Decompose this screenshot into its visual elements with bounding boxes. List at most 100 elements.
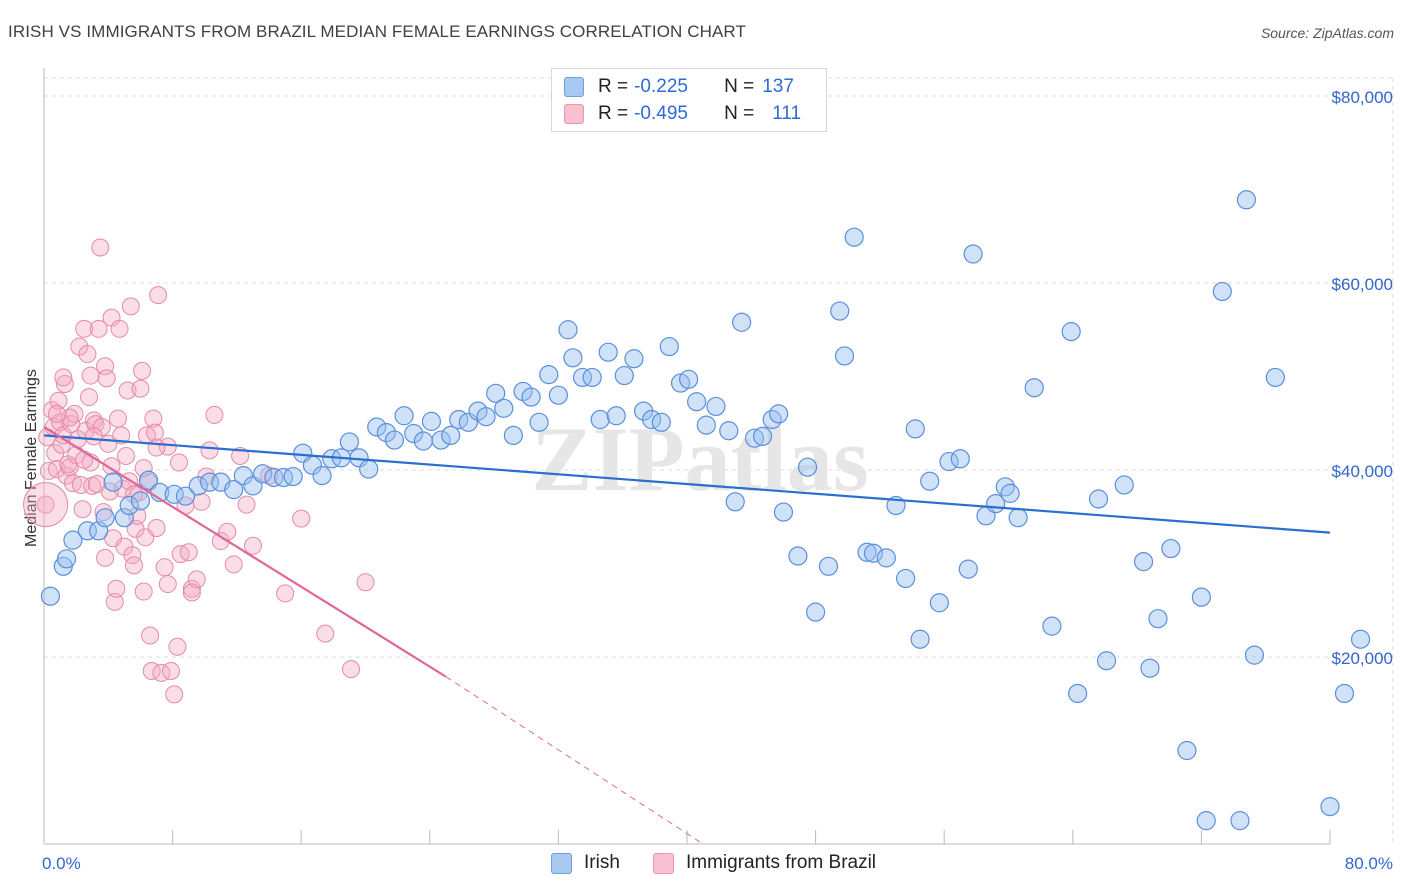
irish-point: [253, 464, 273, 484]
brazil-point: [292, 509, 311, 528]
irish-point: [1148, 609, 1168, 629]
irish-point: [1061, 322, 1081, 342]
brazil-legend-label: Immigrants from Brazil: [686, 852, 877, 873]
brazil-point: [108, 409, 127, 428]
irish-point: [413, 431, 433, 451]
legend-item-irish[interactable]: Irish: [551, 852, 620, 874]
brazil-point: [237, 495, 256, 514]
irish-point: [876, 548, 896, 568]
irish-point: [963, 244, 983, 264]
irish-point: [367, 417, 387, 437]
irish-point: [1161, 538, 1181, 559]
irish-point: [441, 425, 461, 446]
irish-point: [920, 471, 940, 491]
irish-point: [725, 492, 745, 512]
irish-r-label: R =: [598, 76, 629, 97]
irish-point: [598, 342, 618, 362]
brazil-point: [97, 369, 116, 388]
brazil-point: [89, 319, 108, 338]
irish-point: [958, 559, 978, 579]
brazil-point: [158, 575, 177, 594]
irish-point: [939, 451, 959, 472]
irish-point: [659, 336, 679, 357]
source-label: Source: ZipAtlas.com: [1260, 25, 1394, 41]
brazil-point: [342, 660, 361, 679]
irish-legend-swatch: [551, 852, 572, 874]
x-tick-label-max: 80.0%: [1345, 854, 1393, 873]
y-tick-labels: $20,000 $40,000 $60,000 $80,000: [1332, 88, 1393, 668]
brazil-point: [84, 427, 103, 446]
irish-n-value: 137: [762, 76, 794, 97]
y-tick-label: $40,000: [1332, 462, 1393, 481]
irish-point: [910, 629, 930, 649]
irish-point: [175, 486, 196, 506]
irish-point: [797, 457, 818, 477]
irish-point: [929, 593, 949, 613]
irish-point: [359, 459, 379, 479]
y-tick-label: $20,000: [1332, 649, 1393, 668]
irish-point: [1140, 658, 1160, 678]
brazil-point: [75, 319, 94, 338]
legend-row-brazil: R = -0.495 N = 111: [564, 101, 801, 127]
brazil-point: [243, 536, 262, 555]
brazil-point: [54, 368, 73, 387]
irish-point: [830, 301, 850, 321]
irish-point: [706, 396, 726, 417]
series-irish-points: [40, 190, 1371, 831]
irish-n-label: N =: [724, 76, 755, 97]
brazil-point: [356, 573, 375, 592]
irish-point: [233, 466, 253, 486]
irish-point: [732, 312, 752, 332]
legend-item-brazil[interactable]: Immigrants from Brazil: [653, 852, 876, 874]
legend-row-irish: R = -0.225 N = 137: [564, 74, 794, 100]
irish-point: [1244, 645, 1265, 665]
brazil-n-label: N =: [724, 103, 755, 124]
irish-point: [614, 365, 634, 386]
irish-point: [494, 398, 514, 418]
irish-point: [744, 428, 765, 448]
irish-point: [1191, 587, 1212, 607]
irish-point: [40, 586, 61, 606]
irish-point: [558, 320, 578, 340]
chart-title: IRISH VS IMMIGRANTS FROM BRAZIL MEDIAN F…: [8, 22, 746, 41]
brazil-point: [23, 482, 69, 528]
irish-point: [188, 476, 208, 496]
irish-point: [818, 556, 839, 576]
brazil-point: [165, 685, 184, 704]
irish-point: [719, 421, 739, 441]
irish-point: [394, 406, 414, 426]
brazil-point: [149, 286, 168, 305]
irish-point: [1000, 483, 1020, 503]
brazil-point: [81, 366, 100, 385]
brazil-point: [112, 426, 131, 445]
irish-point: [769, 404, 789, 424]
brazil-trend-extension: [445, 676, 704, 845]
irish-point: [199, 472, 220, 492]
brazil-point: [179, 543, 198, 562]
irish-point: [651, 412, 671, 432]
brazil-point: [73, 500, 92, 519]
irish-point: [1042, 616, 1062, 636]
irish-point: [529, 412, 549, 432]
irish-point: [384, 430, 405, 450]
stats-legend: R = -0.225 N = 137 R = -0.495 N = 111: [551, 68, 827, 132]
irish-point: [679, 369, 699, 389]
irish-point: [1133, 552, 1154, 572]
brazil-point: [205, 405, 224, 424]
irish-point: [224, 480, 244, 500]
irish-point: [563, 348, 583, 368]
irish-point: [1196, 811, 1216, 831]
irish-point: [905, 419, 925, 439]
brazil-point: [147, 438, 166, 457]
irish-point: [63, 530, 83, 550]
irish-point: [1212, 281, 1232, 302]
irish-point: [312, 466, 332, 486]
irish-point: [103, 472, 123, 492]
brazil-point: [192, 492, 211, 511]
irish-point: [788, 546, 808, 566]
irish-point: [404, 423, 424, 444]
irish-point: [56, 549, 77, 569]
irish-point: [805, 602, 826, 622]
irish-point: [687, 392, 707, 412]
brazil-point: [231, 446, 250, 465]
